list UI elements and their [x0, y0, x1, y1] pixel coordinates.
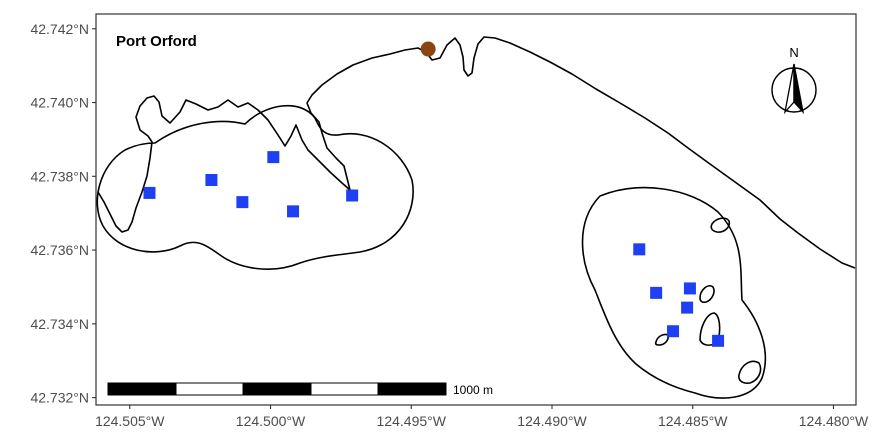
north-arrow-label: N: [789, 45, 798, 60]
station-marker: [236, 196, 249, 209]
station-marker: [667, 325, 680, 338]
station-markers: [143, 41, 725, 347]
station-marker: [267, 151, 280, 164]
x-tick-label: 124.485°W: [658, 413, 728, 429]
y-axis: 42.742°N 42.740°N 42.738°N 42.736°N 42.734°N…: [30, 21, 96, 406]
north-arrow-icon: N: [771, 45, 817, 115]
island: [710, 217, 731, 233]
map-title: Port Orford: [116, 33, 197, 50]
scale-bar-icon: [107, 382, 447, 396]
port-marker: [420, 41, 436, 57]
x-tick-label: 124.505°W: [95, 413, 165, 429]
coastline: [97, 36, 856, 269]
x-tick-label: 124.495°W: [377, 413, 447, 429]
x-tick-label: 124.500°W: [236, 413, 306, 429]
station-marker: [683, 282, 696, 295]
scale-bar-label: 1000 m: [453, 383, 493, 397]
y-tick-label: 42.732°N: [30, 390, 89, 406]
x-axis: 124.505°W 124.500°W 124.495°W 124.490°W 124.…: [95, 405, 869, 429]
x-tick-label: 124.480°W: [799, 413, 869, 429]
station-marker: [712, 334, 725, 347]
sampling-buffer-east: [581, 186, 767, 399]
station-marker: [287, 205, 300, 218]
x-tick-label: 124.490°W: [517, 413, 587, 429]
y-tick-label: 42.738°N: [30, 168, 89, 184]
rock: [738, 360, 762, 384]
y-tick-label: 42.734°N: [30, 316, 89, 332]
station-marker: [650, 286, 663, 299]
sampling-buffer-west: [96, 104, 414, 270]
y-tick-label: 42.740°N: [30, 95, 89, 111]
rock: [699, 312, 721, 347]
station-marker: [681, 301, 694, 314]
station-marker: [143, 186, 156, 199]
y-tick-label: 42.736°N: [30, 242, 89, 258]
rock: [654, 333, 669, 346]
station-marker: [633, 243, 646, 256]
y-tick-label: 42.742°N: [30, 21, 89, 37]
map-panel: [95, 13, 857, 406]
rock: [699, 285, 715, 304]
station-marker: [346, 189, 359, 202]
station-marker: [205, 173, 218, 186]
